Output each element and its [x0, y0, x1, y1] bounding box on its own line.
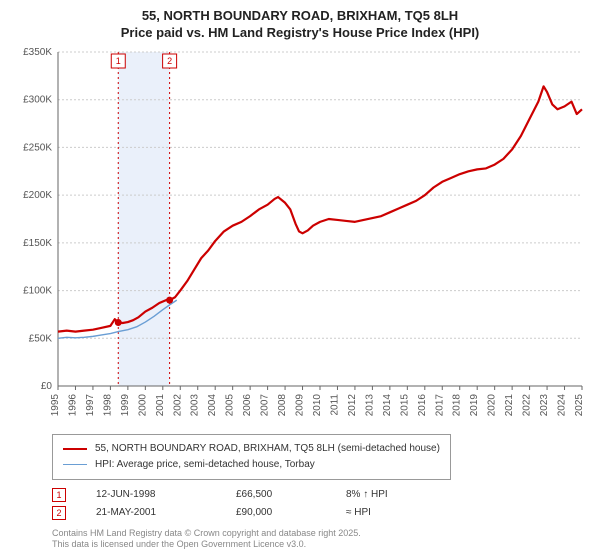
svg-text:1995: 1995: [50, 393, 61, 416]
svg-text:2012: 2012: [347, 393, 358, 416]
svg-text:2023: 2023: [539, 393, 550, 416]
attribution-line-2: This data is licensed under the Open Gov…: [52, 539, 588, 551]
svg-text:2003: 2003: [190, 393, 201, 416]
svg-text:1996: 1996: [67, 393, 78, 416]
svg-text:2017: 2017: [434, 393, 445, 416]
svg-text:2018: 2018: [452, 393, 463, 416]
marker-date: 21-MAY-2001: [96, 504, 206, 522]
svg-text:2001: 2001: [155, 393, 166, 416]
legend-row: HPI: Average price, semi-detached house,…: [63, 457, 440, 473]
svg-text:1999: 1999: [120, 393, 131, 416]
marker-row: 2 21-MAY-2001 £90,000 ≈ HPI: [52, 504, 588, 522]
svg-text:£0: £0: [41, 381, 53, 392]
svg-text:2020: 2020: [487, 393, 498, 416]
svg-text:2010: 2010: [312, 393, 323, 416]
marker-price: £90,000: [236, 504, 316, 522]
svg-text:£250K: £250K: [23, 142, 52, 153]
svg-text:£50K: £50K: [29, 333, 53, 344]
svg-text:£200K: £200K: [23, 190, 52, 201]
legend-swatch: [63, 448, 87, 450]
attribution-line-1: Contains HM Land Registry data © Crown c…: [52, 528, 588, 540]
legend-swatch: [63, 464, 87, 465]
marker-table: 1 12-JUN-1998 £66,500 8% ↑ HPI 2 21-MAY-2001 £…: [52, 486, 588, 522]
chart: £0 £50K £100K £150K £200K £250K £300K £350K 1 2 19…: [12, 46, 588, 426]
svg-text:2019: 2019: [469, 393, 480, 416]
svg-text:2024: 2024: [557, 393, 568, 416]
marker-date: 12-JUN-1998: [96, 486, 206, 504]
svg-text:1997: 1997: [85, 393, 96, 416]
title-line-1: 55, NORTH BOUNDARY ROAD, BRIXHAM, TQ5 8L…: [12, 8, 588, 25]
legend-row: 55, NORTH BOUNDARY ROAD, BRIXHAM, TQ5 8L…: [63, 441, 440, 457]
marker-delta: 8% ↑ HPI: [346, 486, 388, 504]
svg-text:2005: 2005: [225, 393, 236, 416]
marker-delta: ≈ HPI: [346, 504, 371, 522]
legend-label: 55, NORTH BOUNDARY ROAD, BRIXHAM, TQ5 8L…: [95, 441, 440, 457]
svg-text:2008: 2008: [277, 393, 288, 416]
svg-text:2015: 2015: [399, 393, 410, 416]
svg-text:2: 2: [167, 56, 172, 66]
svg-text:2013: 2013: [364, 393, 375, 416]
marker-badge: 1: [52, 488, 66, 502]
title-block: 55, NORTH BOUNDARY ROAD, BRIXHAM, TQ5 8L…: [12, 8, 588, 42]
chart-svg: £0 £50K £100K £150K £200K £250K £300K £350K 1 2 19…: [12, 46, 588, 426]
svg-text:£350K: £350K: [23, 47, 52, 58]
svg-text:£150K: £150K: [23, 238, 52, 249]
marker-badge: 2: [52, 506, 66, 520]
svg-text:2022: 2022: [522, 393, 533, 416]
svg-text:2014: 2014: [382, 393, 393, 416]
svg-text:2016: 2016: [417, 393, 428, 416]
svg-text:2006: 2006: [242, 393, 253, 416]
attribution: Contains HM Land Registry data © Crown c…: [52, 528, 588, 551]
svg-text:2004: 2004: [207, 393, 218, 416]
svg-text:2011: 2011: [329, 393, 340, 415]
chart-container: 55, NORTH BOUNDARY ROAD, BRIXHAM, TQ5 8L…: [0, 0, 600, 560]
marker-row: 1 12-JUN-1998 £66,500 8% ↑ HPI: [52, 486, 588, 504]
title-line-2: Price paid vs. HM Land Registry's House …: [12, 25, 588, 42]
svg-text:2002: 2002: [172, 393, 183, 416]
svg-text:£300K: £300K: [23, 94, 52, 105]
legend: 55, NORTH BOUNDARY ROAD, BRIXHAM, TQ5 8L…: [52, 434, 451, 480]
svg-text:£100K: £100K: [23, 285, 52, 296]
svg-text:2007: 2007: [260, 393, 271, 416]
svg-text:2000: 2000: [137, 393, 148, 416]
svg-text:2025: 2025: [574, 393, 585, 416]
svg-text:1998: 1998: [102, 393, 113, 416]
legend-label: HPI: Average price, semi-detached house,…: [95, 457, 315, 473]
svg-text:2021: 2021: [504, 393, 515, 416]
marker-price: £66,500: [236, 486, 316, 504]
svg-text:1: 1: [116, 56, 121, 66]
svg-text:2009: 2009: [295, 393, 306, 416]
